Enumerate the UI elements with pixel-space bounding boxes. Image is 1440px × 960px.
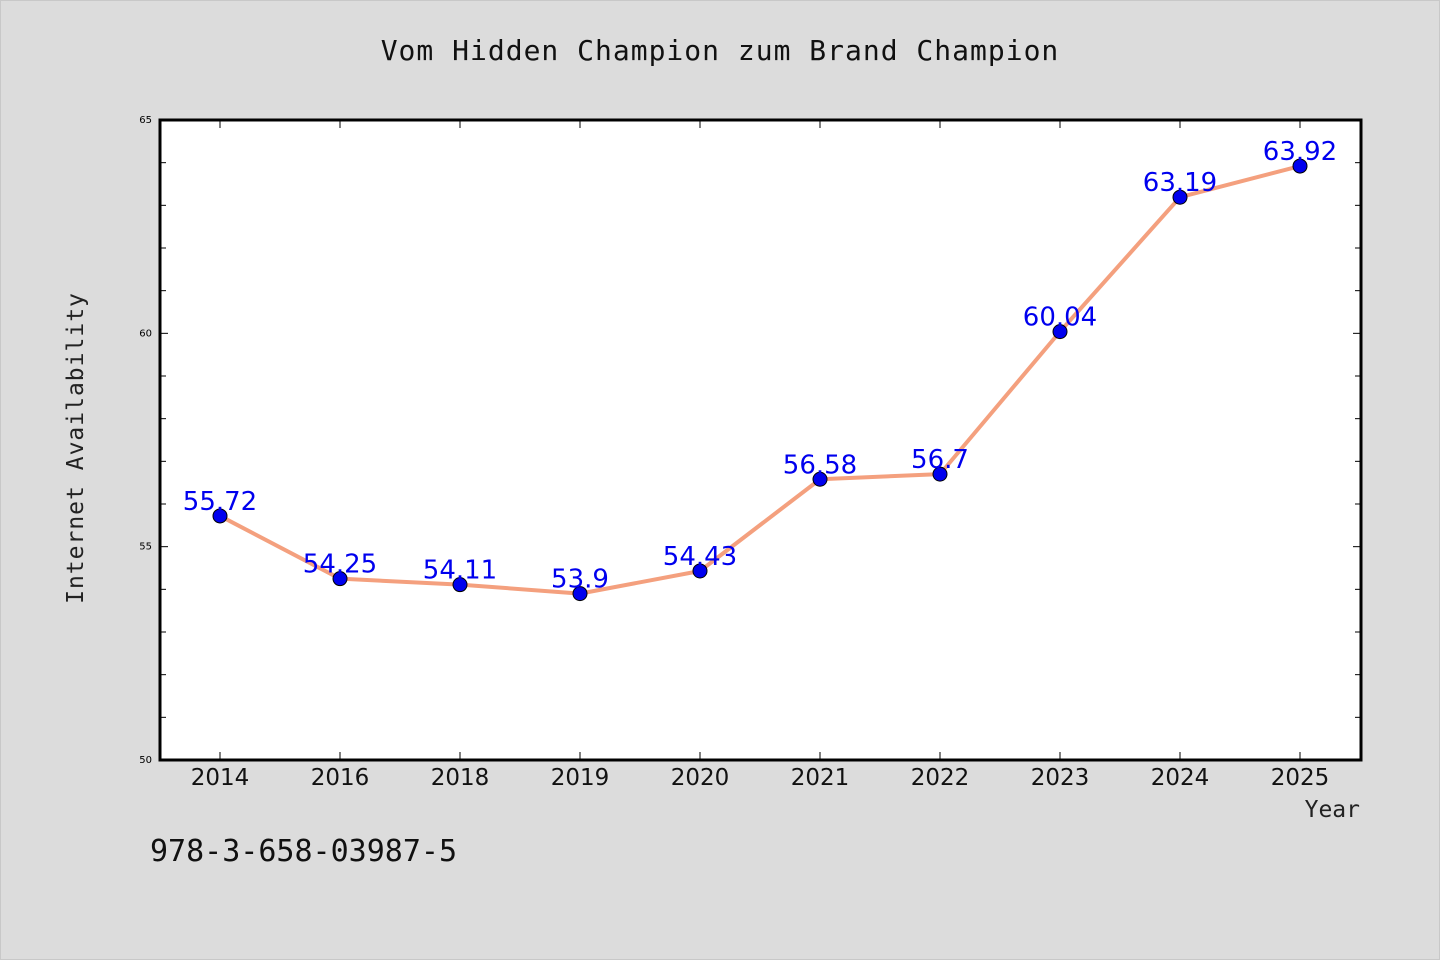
- data-point: [572, 586, 588, 602]
- data-point: [332, 571, 348, 587]
- data-point: [1292, 158, 1308, 174]
- plot-border: [158, 118, 1363, 762]
- chart-title: Vom Hidden Champion zum Brand Champion: [380, 34, 1060, 67]
- data-label: 54.43: [663, 542, 737, 572]
- y-tick-label: 50: [139, 755, 152, 766]
- data-label: 54.11: [423, 556, 497, 586]
- x-tick-label: 2019: [551, 765, 610, 791]
- data-point: [212, 508, 228, 524]
- data-point: [1052, 324, 1068, 340]
- data-point: [932, 466, 948, 482]
- isbn-footer: 978-3-658-03987-5: [150, 834, 458, 869]
- x-tick-label: 2021: [791, 765, 850, 791]
- x-tick-label: 2025: [1271, 765, 1330, 791]
- data-point: [1172, 189, 1188, 205]
- plot-area: [160, 120, 1361, 760]
- series-line: [219, 164, 1301, 596]
- data-label: 54.25: [303, 550, 377, 580]
- data-label: 56.7: [911, 445, 969, 475]
- y-tick-label: 60: [139, 328, 152, 339]
- data-point: [692, 563, 708, 579]
- data-label: 56.58: [783, 450, 857, 480]
- y-tick-label: 65: [139, 115, 152, 126]
- x-tick-label: 2024: [1151, 765, 1210, 791]
- x-tick-label: 2020: [671, 765, 730, 791]
- data-label: 63.92: [1263, 137, 1337, 167]
- x-axis-label: Year: [1304, 797, 1360, 823]
- x-tick-label: 2022: [911, 765, 970, 791]
- data-label: 60.04: [1023, 303, 1097, 333]
- x-tick-label: 2014: [191, 765, 250, 791]
- data-point: [452, 577, 468, 593]
- y-tick-label: 55: [139, 542, 152, 553]
- data-label: 53.9: [551, 565, 609, 595]
- x-tick-label: 2023: [1031, 765, 1090, 791]
- x-tick-label: 2016: [311, 765, 370, 791]
- x-tick-label: 2018: [431, 765, 490, 791]
- data-label: 55.72: [183, 487, 257, 517]
- data-label: 63.19: [1143, 168, 1217, 198]
- data-point: [812, 471, 828, 487]
